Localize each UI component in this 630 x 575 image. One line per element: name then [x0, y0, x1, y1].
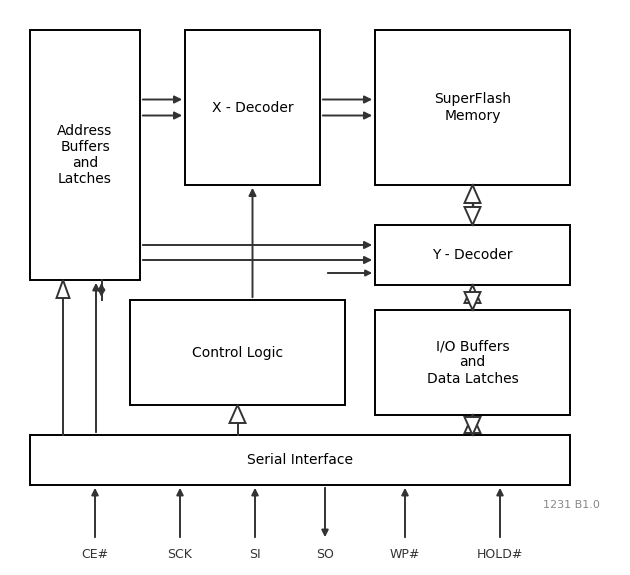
- Text: HOLD#: HOLD#: [477, 548, 523, 561]
- FancyArrow shape: [464, 285, 481, 303]
- Text: Serial Interface: Serial Interface: [247, 453, 353, 467]
- Text: SuperFlash
Memory: SuperFlash Memory: [434, 93, 511, 122]
- Text: SCK: SCK: [168, 548, 192, 561]
- Text: Y - Decoder: Y - Decoder: [432, 248, 513, 262]
- Text: I/O Buffers
and
Data Latches: I/O Buffers and Data Latches: [427, 339, 518, 386]
- FancyArrow shape: [57, 280, 69, 298]
- Text: CE#: CE#: [81, 548, 108, 561]
- Bar: [185, 30, 320, 185]
- FancyArrow shape: [464, 417, 481, 435]
- Bar: [375, 30, 570, 185]
- Text: 1231 B1.0: 1231 B1.0: [543, 500, 600, 510]
- Text: Address
Buffers
and
Latches: Address Buffers and Latches: [57, 124, 113, 186]
- Text: WP#: WP#: [390, 548, 420, 561]
- Text: Control Logic: Control Logic: [192, 346, 283, 359]
- Bar: [130, 300, 345, 405]
- Bar: [375, 225, 570, 285]
- Text: X - Decoder: X - Decoder: [212, 101, 294, 114]
- Bar: [375, 310, 570, 415]
- Bar: [30, 30, 140, 280]
- FancyArrow shape: [464, 292, 481, 310]
- FancyArrow shape: [229, 405, 246, 423]
- Bar: [30, 435, 570, 485]
- Text: SI: SI: [249, 548, 261, 561]
- FancyArrow shape: [464, 207, 481, 225]
- Text: SO: SO: [316, 548, 334, 561]
- FancyArrow shape: [464, 415, 481, 433]
- FancyArrow shape: [464, 185, 481, 203]
